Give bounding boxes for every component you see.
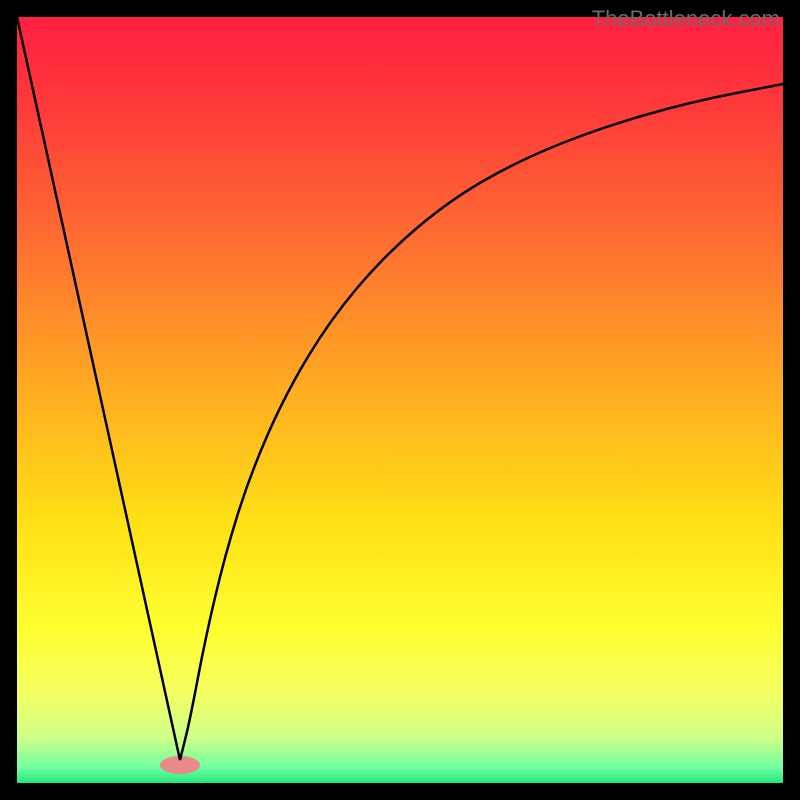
bottleneck-chart: TheBottleneck.com (0, 0, 800, 800)
chart-background (17, 17, 783, 783)
chart-svg (0, 0, 800, 800)
watermark-text: TheBottleneck.com (592, 6, 780, 32)
